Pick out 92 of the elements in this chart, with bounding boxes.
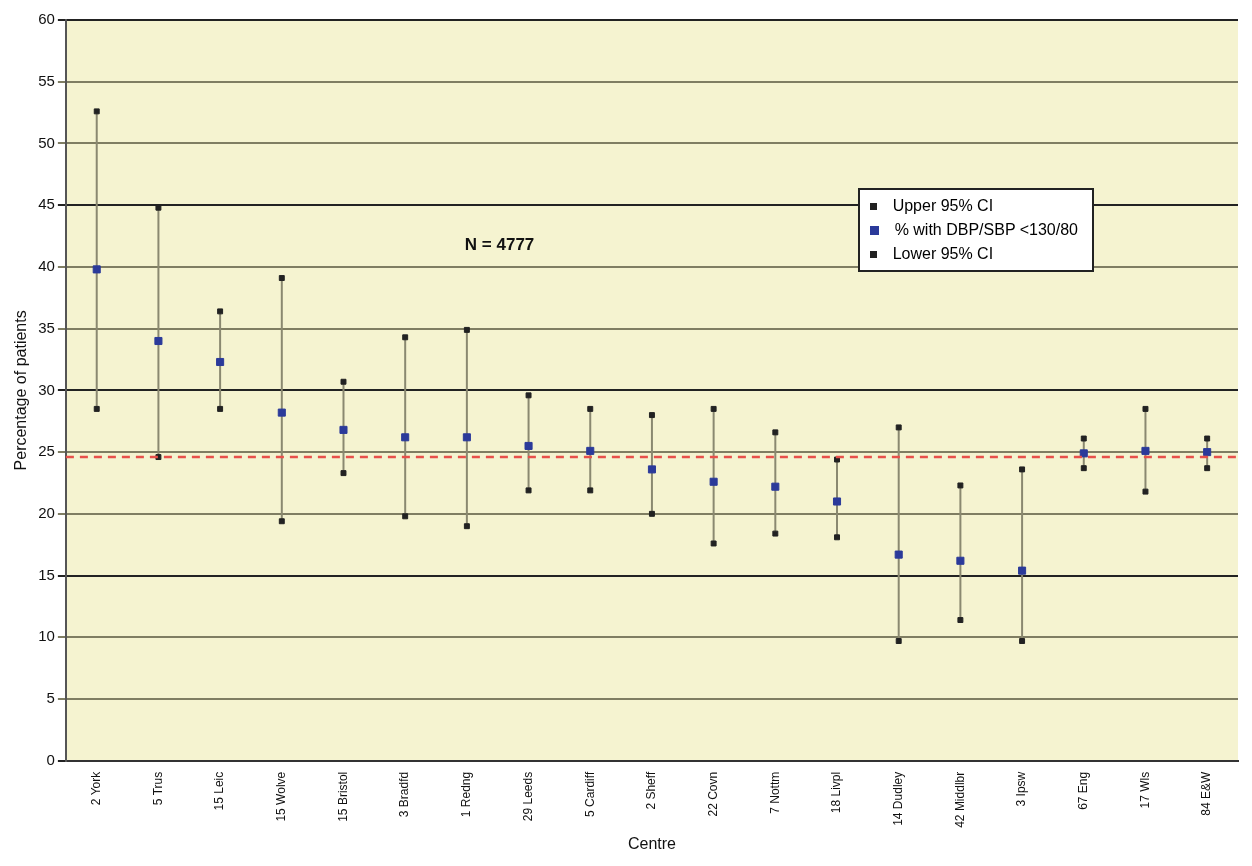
y-tick-label: 25 xyxy=(38,442,55,460)
point xyxy=(709,477,718,486)
point xyxy=(277,408,286,417)
point xyxy=(462,433,471,442)
point xyxy=(648,510,655,517)
point xyxy=(278,518,285,525)
point xyxy=(524,441,533,450)
x-tick-label: 5 Trus xyxy=(150,771,165,806)
y-axis-title: Percentage of patients xyxy=(12,310,30,471)
point xyxy=(463,523,470,530)
y-tick-label: 50 xyxy=(38,133,55,151)
x-tick-label: 14 Dudley xyxy=(891,771,906,826)
point xyxy=(402,513,409,520)
point xyxy=(216,357,225,367)
x-tick-label: 29 Leeds xyxy=(520,771,535,822)
point xyxy=(957,482,964,489)
y-tick-label: 30 xyxy=(38,380,55,398)
point xyxy=(647,465,656,474)
point xyxy=(463,326,470,333)
point xyxy=(1204,465,1211,472)
y-tick-label: 15 xyxy=(38,565,55,583)
x-tick-label: 2 Sheff xyxy=(644,771,659,810)
point xyxy=(710,540,717,547)
y-tick-label: 35 xyxy=(38,318,55,336)
point xyxy=(93,405,100,412)
point xyxy=(401,433,410,442)
point xyxy=(402,334,409,341)
x-tick-label: 15 Leic xyxy=(212,771,227,811)
point xyxy=(710,405,717,412)
y-tick-label: 5 xyxy=(46,689,55,707)
x-tick-label: 18 Livpl xyxy=(829,771,844,814)
point xyxy=(1141,446,1150,455)
x-tick-label: 1 Redng xyxy=(459,771,474,818)
y-tick-label: 60 xyxy=(38,10,55,28)
x-tick-label: 3 Bradfd xyxy=(397,771,412,818)
x-axis-title: Centre xyxy=(627,834,677,852)
point xyxy=(587,405,594,412)
y-tick-label: 20 xyxy=(38,503,55,521)
y-tick-label: 40 xyxy=(38,257,55,275)
x-tick-label: 7 Nottm xyxy=(767,771,782,814)
point xyxy=(93,108,100,115)
x-tick-label: 22 Covn xyxy=(705,771,720,817)
point xyxy=(1018,566,1027,575)
x-tick-label: 2 York xyxy=(89,770,104,806)
legend-label: % with DBP/SBP <130/80 xyxy=(894,220,1078,240)
point xyxy=(1019,466,1026,473)
point xyxy=(832,497,842,506)
x-tick-label: 15 Bristol xyxy=(335,771,350,822)
point xyxy=(895,424,902,431)
x-tick-label: 15 Wolve xyxy=(274,771,289,822)
point xyxy=(1142,488,1149,495)
point xyxy=(1142,405,1149,412)
point xyxy=(1019,638,1026,644)
point xyxy=(525,392,532,399)
point xyxy=(154,336,163,346)
point xyxy=(956,556,965,565)
y-tick-label: 0 xyxy=(46,750,55,768)
y-tick-label: 55 xyxy=(38,71,55,89)
point xyxy=(587,487,594,494)
point xyxy=(278,275,285,282)
x-tick-label: 42 Middlbr xyxy=(952,771,967,828)
point xyxy=(957,617,964,623)
point xyxy=(1079,449,1088,458)
point xyxy=(217,405,224,412)
point xyxy=(894,550,903,559)
point xyxy=(339,425,348,434)
point xyxy=(340,378,347,385)
point xyxy=(1204,435,1211,442)
point xyxy=(895,638,902,644)
point xyxy=(217,308,224,315)
y-tick-label: 10 xyxy=(38,627,55,645)
point xyxy=(1080,465,1087,472)
x-tick-label: 3 Ipsw xyxy=(1014,771,1029,807)
point xyxy=(525,487,532,494)
point xyxy=(340,470,347,477)
point xyxy=(586,446,595,455)
annotation: N = 4777 xyxy=(464,234,535,254)
point xyxy=(834,534,840,541)
point xyxy=(1080,435,1087,442)
point xyxy=(772,530,779,537)
point xyxy=(771,482,780,491)
legend-label: Upper 95% CI xyxy=(892,196,994,216)
x-tick-label: 17 Wls xyxy=(1137,771,1152,809)
point xyxy=(92,265,101,274)
legend-label: Lower 95% CI xyxy=(892,244,994,264)
point xyxy=(772,429,779,436)
x-tick-label: 84 E&W xyxy=(1199,771,1214,816)
x-tick-label: 67 Eng xyxy=(1076,771,1091,810)
x-tick-label: 5 Cardiff xyxy=(582,771,597,817)
y-tick-label: 45 xyxy=(38,195,55,213)
point xyxy=(1203,448,1212,457)
point xyxy=(648,412,655,419)
